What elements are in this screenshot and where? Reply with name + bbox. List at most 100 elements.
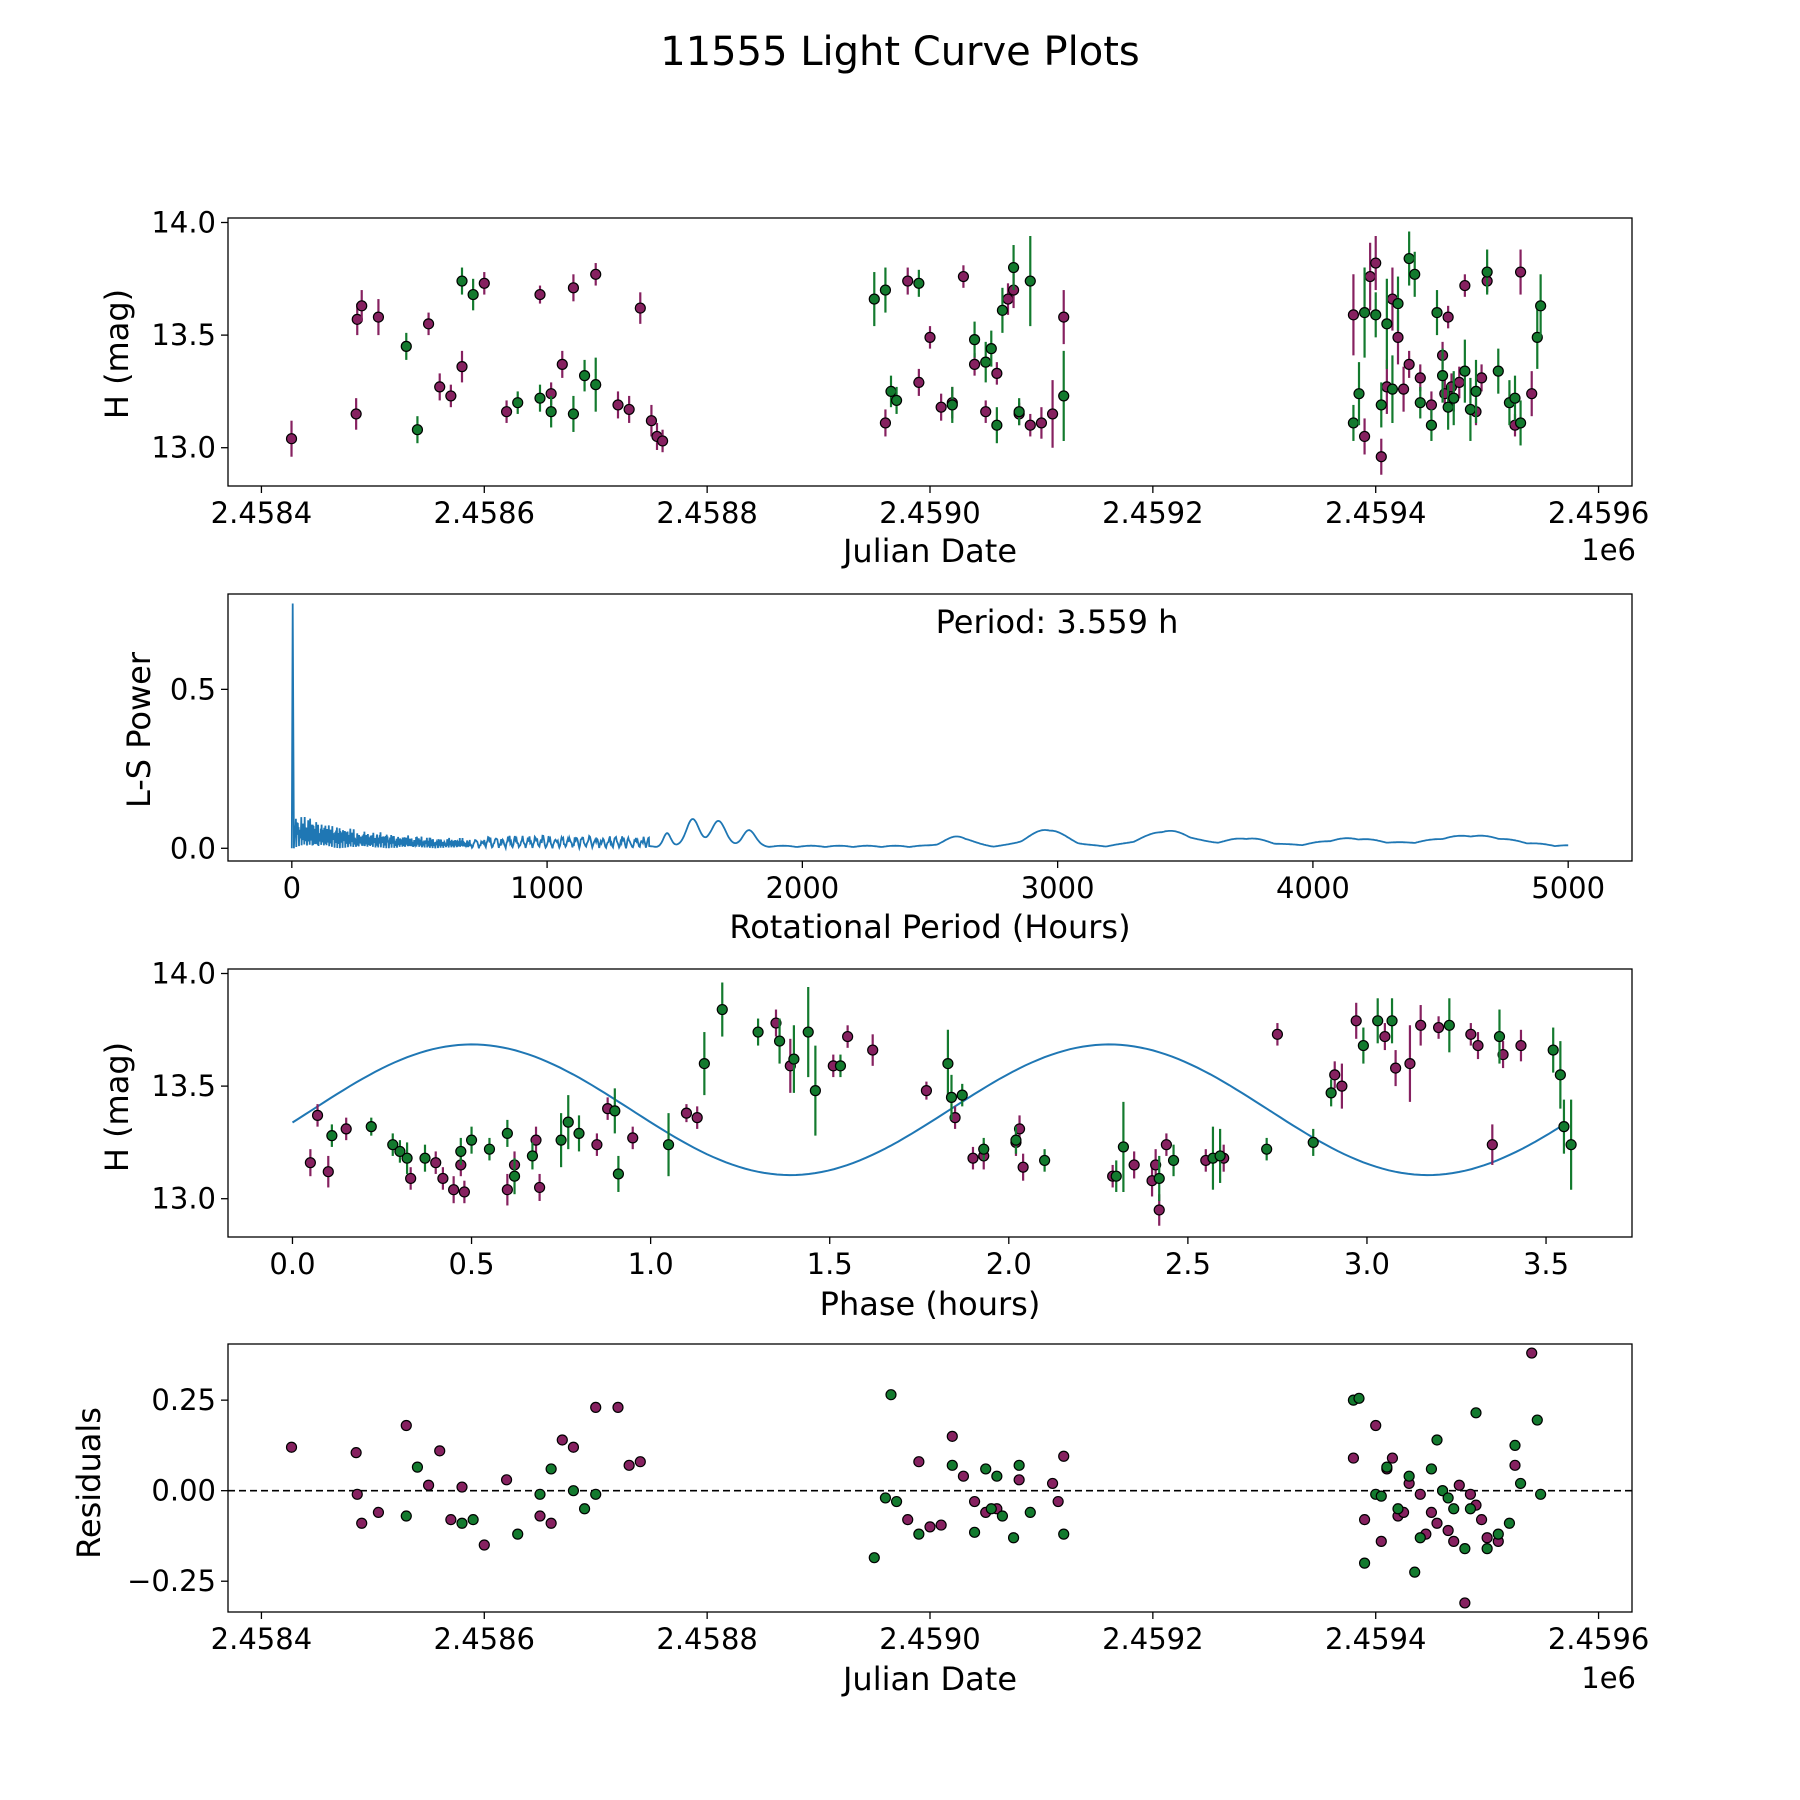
phase-point-green bbox=[802, 1026, 814, 1038]
lc-point-green bbox=[1442, 401, 1454, 413]
lc-point-green bbox=[1358, 306, 1371, 319]
phase-point-magenta bbox=[1128, 1159, 1140, 1171]
phase-point-green bbox=[1565, 1139, 1577, 1151]
phase-point-magenta bbox=[437, 1172, 449, 1185]
phase-point-magenta bbox=[1465, 1028, 1477, 1040]
phase-point-magenta bbox=[1515, 1039, 1527, 1052]
lc-point-magenta bbox=[1375, 451, 1387, 463]
phase-point-green bbox=[752, 1026, 764, 1038]
lc-point-magenta bbox=[445, 390, 457, 402]
lc-point-green bbox=[1459, 365, 1471, 377]
resid-point-magenta bbox=[372, 1506, 385, 1519]
phase-point-green bbox=[483, 1143, 496, 1155]
resid-y-tick-label: 0.00 bbox=[151, 1474, 216, 1508]
phase-point-magenta bbox=[1271, 1028, 1284, 1040]
resid-point-magenta bbox=[356, 1517, 368, 1529]
phase-point-magenta bbox=[867, 1044, 879, 1056]
lc-point-magenta bbox=[957, 270, 970, 283]
lc-point-green bbox=[1514, 417, 1527, 429]
lc-point-magenta bbox=[924, 331, 936, 343]
phase-point-green bbox=[1110, 1170, 1122, 1182]
lc-point-green bbox=[1535, 300, 1547, 312]
resid-point-magenta bbox=[1370, 1419, 1382, 1432]
phase-point-magenta bbox=[311, 1109, 324, 1121]
phase-point-green bbox=[1010, 1134, 1022, 1146]
resid-point-magenta bbox=[1347, 1452, 1360, 1464]
phase-point-green bbox=[1167, 1154, 1180, 1167]
phase-x-tick-label: 0.5 bbox=[448, 1247, 494, 1281]
lc-point-magenta bbox=[1347, 309, 1360, 321]
phase-point-green bbox=[365, 1121, 377, 1133]
phase-model-curve bbox=[291, 1043, 1568, 1177]
lc-point-magenta bbox=[1358, 430, 1371, 443]
resid-x-tick-label: 2.4596 bbox=[1548, 1622, 1649, 1656]
resid-point-magenta bbox=[1448, 1535, 1460, 1547]
resid-point-green bbox=[1503, 1517, 1516, 1529]
phase-point-green bbox=[1493, 1030, 1506, 1043]
phase-point-magenta bbox=[1404, 1057, 1416, 1070]
resid-point-magenta bbox=[1013, 1474, 1025, 1486]
phase-x-tick-label: 1.5 bbox=[807, 1247, 853, 1281]
phase-point-magenta bbox=[1017, 1161, 1029, 1173]
lc-point-magenta bbox=[1002, 293, 1014, 305]
resid-point-magenta bbox=[534, 1510, 546, 1522]
phase-y-label: H (mag) bbox=[98, 1042, 136, 1172]
resid-point-green bbox=[1392, 1503, 1404, 1515]
phase-point-green bbox=[612, 1168, 624, 1180]
lc-point-magenta bbox=[634, 302, 646, 314]
resid-point-green bbox=[1425, 1463, 1438, 1475]
lc-point-magenta bbox=[645, 415, 658, 427]
resid-point-green bbox=[968, 1526, 981, 1538]
resid-point-magenta bbox=[456, 1481, 468, 1493]
ls-y-tick-label: 0.0 bbox=[170, 831, 216, 865]
lc-point-green bbox=[868, 293, 880, 305]
resid-point-green bbox=[467, 1514, 479, 1526]
resid-point-magenta bbox=[1058, 1450, 1070, 1462]
ls-x-tick-label: 1000 bbox=[510, 871, 584, 905]
phase-point-green bbox=[956, 1089, 968, 1101]
phase-point-green bbox=[1039, 1154, 1051, 1167]
phase-x-label: Phase (hours) bbox=[820, 1285, 1041, 1323]
lc-point-green bbox=[946, 399, 958, 411]
resid-point-magenta bbox=[968, 1495, 981, 1508]
resid-point-magenta bbox=[590, 1401, 602, 1413]
resid-point-green bbox=[885, 1389, 897, 1401]
resid-point-magenta bbox=[902, 1514, 914, 1526]
resid-point-green bbox=[1481, 1543, 1493, 1555]
lc-point-magenta bbox=[913, 376, 925, 389]
resid-point-green bbox=[1436, 1485, 1449, 1497]
phase-point-green bbox=[1554, 1069, 1566, 1081]
phase-point-green bbox=[562, 1116, 574, 1128]
lc-point-magenta bbox=[902, 275, 914, 287]
resid-x-label: Julian Date bbox=[841, 1660, 1017, 1698]
phase-point-magenta bbox=[1472, 1039, 1484, 1052]
lc-x-label: Julian Date bbox=[841, 532, 1017, 570]
resid-point-magenta bbox=[946, 1430, 958, 1442]
resid-point-green bbox=[985, 1503, 997, 1515]
resid-point-magenta bbox=[422, 1479, 435, 1491]
phase-point-magenta bbox=[1432, 1021, 1445, 1034]
figure-title: 11555 Light Curve Plots bbox=[660, 29, 1139, 75]
resid-point-magenta bbox=[434, 1445, 446, 1457]
resid-point-magenta bbox=[400, 1419, 412, 1432]
phase-point-magenta bbox=[1336, 1080, 1348, 1092]
resid-point-magenta bbox=[1464, 1488, 1477, 1500]
lc-point-green bbox=[578, 370, 591, 382]
lc-x-tick-label: 2.4590 bbox=[879, 496, 980, 530]
phase-point-green bbox=[401, 1152, 413, 1164]
resid-point-green bbox=[411, 1461, 424, 1473]
resid-point-magenta bbox=[913, 1456, 925, 1468]
resid-point-magenta bbox=[445, 1514, 457, 1526]
lc-point-magenta bbox=[1035, 417, 1048, 429]
resid-point-green bbox=[1514, 1477, 1527, 1490]
phase-point-green bbox=[419, 1152, 431, 1164]
phase-point-green bbox=[1307, 1136, 1319, 1149]
resid-point-magenta bbox=[567, 1441, 580, 1453]
resid-point-green bbox=[1409, 1566, 1421, 1578]
resid-x-tick-label: 2.4586 bbox=[434, 1622, 535, 1656]
light-curve-axes: Julian Date H (mag) 1e6 2.4584 2.4586 2.45… bbox=[98, 206, 1649, 570]
resid-point-green bbox=[590, 1488, 602, 1500]
phase-point-magenta bbox=[1390, 1062, 1402, 1074]
lc-point-magenta bbox=[590, 268, 602, 280]
